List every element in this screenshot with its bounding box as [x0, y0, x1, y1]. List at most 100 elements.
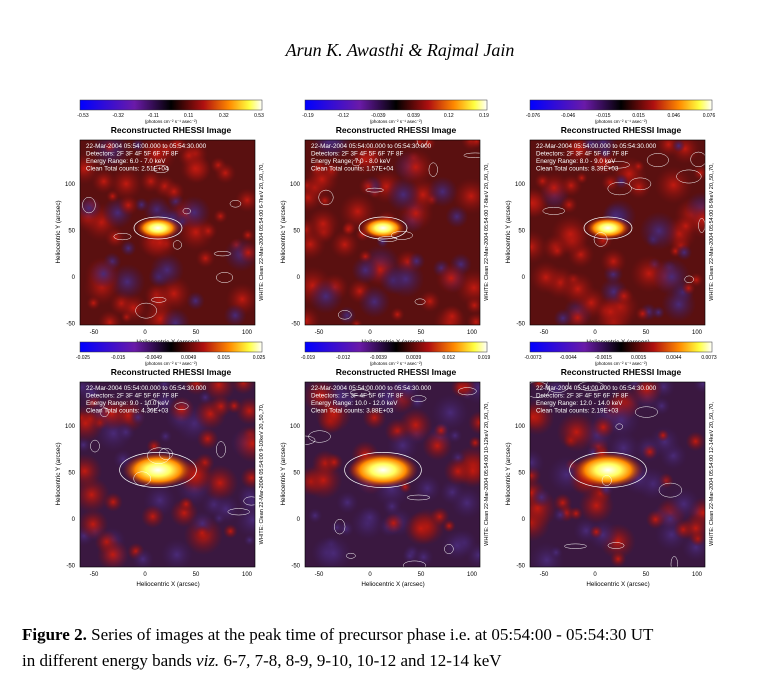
x-axis-label: Heliocentric X (arcsec): [586, 581, 649, 588]
contour: [308, 430, 331, 443]
y-tick-label: 50: [293, 229, 300, 235]
image-content: [530, 382, 705, 567]
texture: [652, 257, 691, 296]
texture: [240, 466, 255, 489]
texture: [614, 286, 634, 306]
texture: [404, 511, 438, 546]
info-line: Clean Total counts: 2.19E+03: [536, 408, 619, 415]
contour: [607, 182, 632, 196]
rhessi-image: [80, 382, 255, 567]
colorbar-tick-label: -0.12: [337, 113, 349, 119]
texture: [422, 430, 453, 461]
colorbar-tick-label: 0.0039: [406, 355, 422, 361]
colorbar-tick-label: -0.015: [111, 355, 125, 361]
contour: [607, 542, 625, 549]
info-line: Energy Range: 9.0 - 10.0 keV: [86, 400, 170, 407]
texture: [231, 382, 255, 395]
y-tick-label: -50: [291, 564, 300, 570]
x-tick-label: 0: [368, 330, 372, 336]
contour: [428, 162, 438, 177]
contour: [601, 475, 612, 486]
texture: [442, 519, 456, 533]
texture: [468, 410, 480, 435]
colorbar-unit: (photons cm⁻² s⁻¹ asec⁻²): [145, 119, 198, 124]
colorbar-tick-label: 0.0044: [666, 355, 682, 361]
x-tick-label: -50: [315, 572, 324, 578]
info-line: Clean Total counts: 2.51E+04: [86, 166, 169, 173]
contour: [318, 189, 334, 206]
texture: [420, 140, 437, 151]
rhessi-image: [530, 382, 705, 567]
texture: [131, 547, 155, 567]
source-contour: [344, 452, 422, 488]
contour: [416, 140, 428, 147]
panel-title: Reconstructed RHESSI Image: [111, 125, 232, 135]
contour: [463, 152, 480, 159]
y-tick-label: 100: [65, 182, 76, 188]
texture: [237, 242, 255, 264]
image-content: [305, 382, 480, 567]
colorbar-tick-label: 0.015: [632, 113, 645, 119]
source-contour: [569, 452, 647, 488]
texture: [80, 404, 105, 443]
colorbar-tick-label: -0.0049: [145, 355, 162, 361]
contour: [542, 207, 565, 215]
texture: [305, 306, 321, 325]
source: [586, 217, 630, 239]
colorbar-tick-label: 0.019: [478, 355, 491, 361]
texture: [146, 438, 162, 454]
y-tick-label: 100: [515, 424, 526, 430]
texture: [626, 174, 652, 200]
contour: [365, 187, 384, 193]
texture: [80, 508, 109, 540]
texture: [305, 382, 339, 414]
texture: [556, 412, 597, 452]
y-tick-label: 0: [297, 517, 301, 523]
texture: [139, 169, 163, 193]
y-tick-label: 0: [72, 275, 76, 281]
authors: Arun K. Awasthi & Rajmal Jain: [285, 40, 515, 60]
x-tick-label: -50: [540, 330, 549, 336]
x-tick-label: -50: [90, 572, 99, 578]
x-tick-label: 100: [692, 572, 703, 578]
contour: [133, 471, 151, 486]
texture: [412, 473, 442, 503]
colorbar-tick-label: 0.015: [218, 355, 231, 361]
x-axis-label: Heliocentric X (arcsec): [136, 581, 199, 588]
texture: [337, 520, 355, 538]
colorbar-tick-label: 0.12: [444, 113, 454, 119]
info-line: Detectors: 2F 3F 4F 5F 6F 7F 8F: [536, 151, 629, 158]
side-label: WHITE: Clean 22-Mar-2004 05:54:00 8-9keV…: [709, 163, 715, 301]
colorbar-tick-label: -0.19: [302, 113, 314, 119]
texture: [80, 195, 102, 221]
texture: [160, 538, 194, 567]
texture: [223, 304, 247, 325]
x-tick-label: 50: [418, 572, 425, 578]
texture: [198, 390, 213, 405]
y-axis-label: Heliocentric Y (arcsec): [280, 200, 287, 263]
contour: [216, 441, 226, 458]
texture: [402, 548, 418, 564]
info-line: 22-Mar-2004 05:54:00.000 to 05:54:30.000: [536, 143, 657, 150]
contour: [684, 275, 694, 284]
texture: [91, 140, 130, 169]
contour: [564, 543, 587, 549]
contour: [406, 494, 431, 501]
contour: [444, 544, 454, 555]
caption-italic: viz.: [196, 651, 219, 670]
source-contour: [119, 452, 197, 488]
contour: [152, 164, 170, 174]
image-content: [530, 140, 705, 325]
contour: [414, 298, 426, 305]
panel: -0.53 -0.32 -0.11 0.11 0.32 0.53 (photons cm⁻²…: [55, 99, 265, 346]
y-tick-label: 100: [515, 182, 526, 188]
x-tick-label: 100: [692, 330, 703, 336]
image-frame: [79, 139, 256, 326]
contour: [82, 196, 96, 214]
texture: [530, 404, 547, 430]
y-tick-label: 100: [65, 424, 76, 430]
texture: [194, 525, 210, 541]
texture: [117, 194, 139, 216]
texture: [531, 487, 552, 508]
x-tick-label: 50: [643, 572, 650, 578]
